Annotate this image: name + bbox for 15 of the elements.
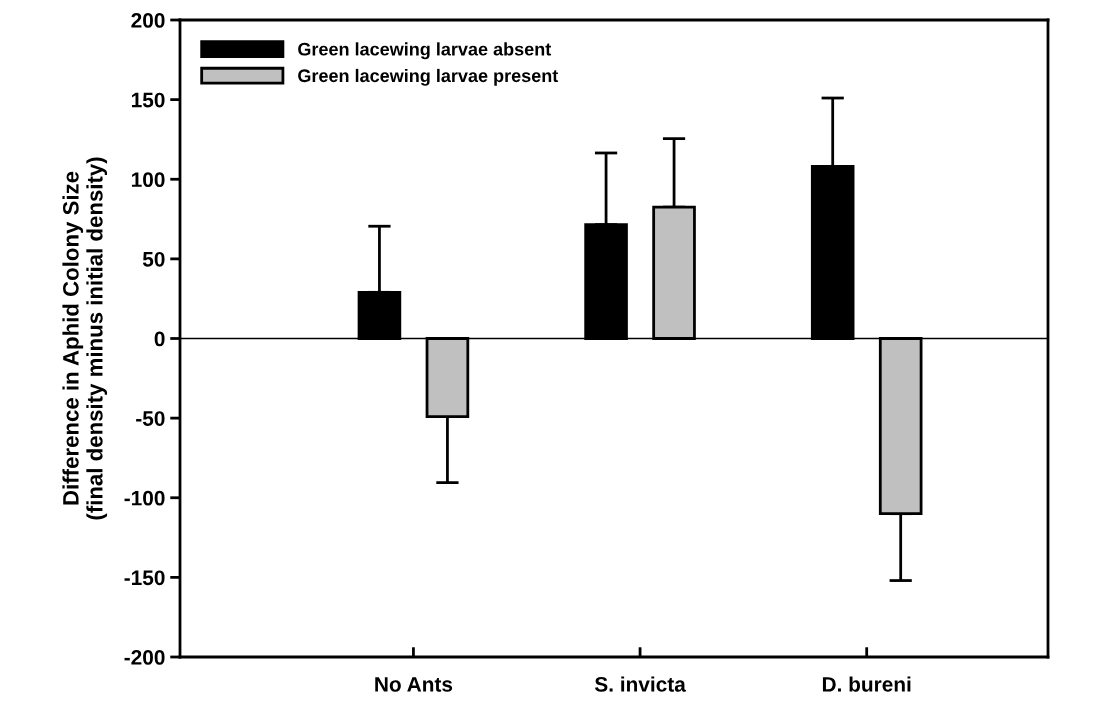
y-tick-label: 150 [131,92,165,108]
x-tick-label: D. bureni [822,676,911,692]
y-axis-title: Difference in Aphid Colony Size (final density minus initial density) [62,157,108,520]
x-tick-label: No Ants [375,677,453,692]
y-tick-label: 100 [131,172,165,187]
legend-label: Green lacewing larvae absent [298,42,552,60]
y-tick-label: -150 [124,570,165,586]
y-tick-label: 0 [154,331,165,347]
y-tick-label: 200 [131,13,165,28]
y-tick-label: -100 [124,490,165,506]
legend-label: Green lacewing larvae present [298,68,559,86]
y-tick-label: -50 [136,411,165,426]
y-tick-label: 50 [142,251,165,267]
y-tick-label: -200 [124,650,165,665]
x-tick-label: S. invicta [594,676,686,692]
